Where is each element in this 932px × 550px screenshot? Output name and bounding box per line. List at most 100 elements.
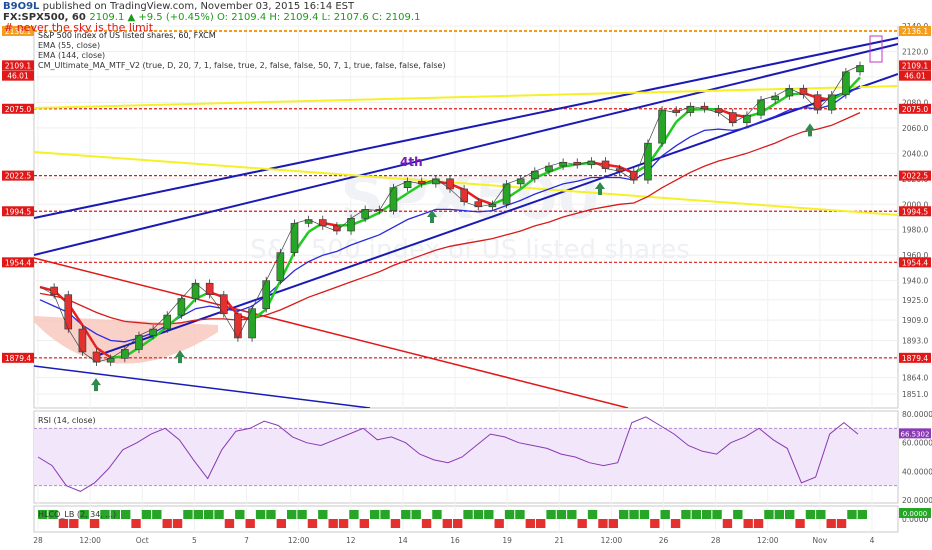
level-label-left-box — [2, 60, 34, 71]
histogram-label: HLCO_LB (2, 34, ...) — [38, 510, 116, 519]
histogram-bar — [318, 510, 328, 519]
histogram-bar — [89, 519, 100, 528]
level-label-left-box — [2, 70, 34, 81]
x-tick-label: 7 — [244, 536, 249, 545]
chart-title: # never the sky is the limit — [4, 21, 154, 34]
histogram-bar — [110, 510, 120, 519]
y-tick-label: 2000.0 — [902, 200, 928, 209]
rsi-tick-label: 20.0000 — [902, 496, 932, 505]
histogram-bar — [608, 519, 618, 528]
histogram-bar — [743, 519, 753, 528]
indicator-label: EMA (55, close) — [38, 41, 100, 50]
level-label-right-box — [899, 352, 931, 363]
histogram-bar — [276, 519, 286, 528]
histogram-bar — [660, 510, 670, 519]
histogram-bar — [287, 510, 297, 519]
histogram-bar — [577, 519, 587, 528]
x-tick-label: 12 — [346, 536, 356, 545]
histogram-bar — [536, 519, 546, 528]
histogram-bar — [442, 519, 452, 528]
level-label-left-box — [2, 206, 34, 217]
histogram-bar — [816, 510, 826, 519]
y-tick-label: 1851.0 — [902, 390, 928, 399]
rsi-line — [37, 416, 859, 492]
histogram-bar — [619, 510, 629, 519]
cm-ma-segment — [477, 197, 493, 206]
cm-ma-segment — [519, 176, 536, 190]
x-tick-label: 4 — [870, 536, 875, 545]
histogram-bar — [826, 519, 836, 528]
histogram-bar — [598, 519, 608, 528]
y-tick-label: 1980.0 — [902, 226, 928, 235]
histogram-bar — [245, 519, 255, 528]
level-label-right: 1994.5 — [902, 207, 928, 216]
histogram-bar — [204, 510, 214, 519]
histogram-bar — [224, 519, 235, 528]
level-label-left: 2075.0 — [5, 105, 31, 114]
level-label-left: 46.01 — [7, 72, 29, 81]
histogram-bar — [795, 519, 805, 528]
histogram-bar — [69, 519, 79, 528]
histogram-bar — [504, 510, 515, 519]
buy-arrow-icon — [91, 378, 101, 392]
histogram-bar — [100, 510, 110, 519]
histogram-bar — [183, 510, 193, 519]
upper-trend-line — [34, 37, 898, 219]
histogram-bar — [681, 510, 691, 519]
level-label-right-box — [899, 257, 931, 268]
channel-top-line — [34, 43, 898, 256]
y-tick-label: 1940.0 — [902, 277, 928, 286]
level-label-right: 2022.5 — [902, 172, 928, 181]
symbol-label[interactable]: FX:SPX500, 60 — [3, 12, 86, 23]
indicator-label: EMA (144, close) — [38, 51, 105, 60]
yellow-upper-line — [34, 85, 898, 109]
histogram-bar — [567, 510, 577, 519]
x-tick-label: 19 — [502, 536, 512, 545]
x-tick-label: 21 — [554, 536, 564, 545]
histogram-bar — [857, 510, 867, 519]
histogram-last-label: 0.0000 — [903, 510, 928, 518]
histogram-bar — [214, 510, 224, 519]
histogram-bar — [670, 519, 681, 528]
x-tick-label: 12:00 — [288, 536, 310, 545]
y-tick-label: 1909.0 — [902, 316, 928, 325]
rsi-tick-label: 60.0000 — [902, 439, 932, 448]
projection-box — [869, 35, 883, 63]
buy-arrow-icon — [175, 350, 185, 364]
level-label-left: 1994.5 — [5, 207, 31, 216]
histogram-bar — [380, 510, 390, 519]
rsi-last-box — [899, 428, 931, 439]
histogram-bar — [629, 510, 639, 519]
x-tick-label: Nov — [813, 536, 828, 545]
rsi-band — [34, 428, 898, 486]
level-label-right: 46.01 — [904, 72, 926, 81]
histogram-bar — [401, 510, 411, 519]
cm-ma-segment — [406, 183, 423, 195]
level-label-left: 2109.1 — [5, 61, 31, 70]
author-name[interactable]: B9O9L — [3, 1, 40, 12]
level-label-right-box — [899, 103, 931, 114]
histogram-bar — [359, 519, 369, 528]
histogram-bar — [453, 519, 463, 528]
histogram-bar — [764, 510, 774, 519]
y-tick-label: 2060.0 — [902, 124, 928, 133]
histogram-bar — [463, 510, 473, 519]
histogram-bar — [774, 510, 784, 519]
histogram-bar — [691, 510, 701, 519]
histogram-bar — [473, 510, 484, 519]
level-label-left: 1954.4 — [5, 258, 31, 267]
level-label-right: 1879.4 — [902, 354, 928, 363]
x-tick-label: 16 — [450, 536, 460, 545]
histogram-bar — [79, 510, 89, 519]
histogram-bar — [484, 510, 494, 519]
watermark-text: S&P 500 index of US listed shares — [250, 235, 690, 265]
published-text: published on TradingView.com, November 0… — [42, 1, 355, 12]
histogram-bar — [390, 519, 401, 528]
x-tick-label: 14 — [398, 536, 408, 545]
histogram-bar — [546, 510, 556, 519]
cm-ma-segment — [95, 346, 112, 359]
histogram-bar — [307, 519, 318, 528]
ohlc-readout: 2109.1 ▲ +9.5 (+0.45%) O: 2109.4 H: 2109… — [89, 12, 421, 23]
level-label-left-box — [2, 352, 34, 363]
